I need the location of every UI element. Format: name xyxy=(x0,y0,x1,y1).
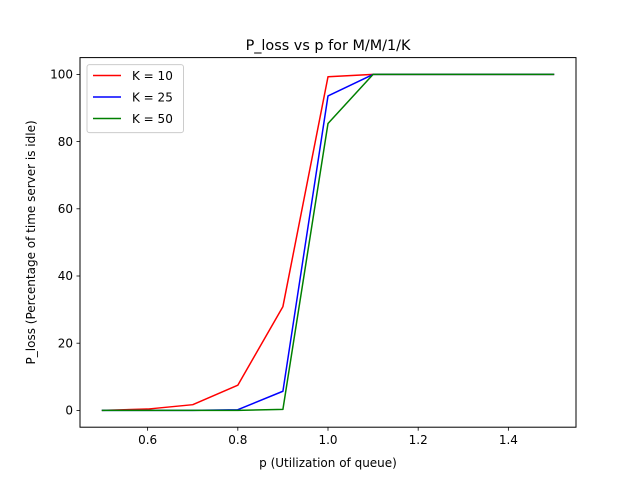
x-axis-label: p (Utilization of queue) xyxy=(259,456,397,470)
x-tick-label: 1.0 xyxy=(318,433,337,447)
x-tick-label: 1.2 xyxy=(409,433,428,447)
y-tick-label: 40 xyxy=(58,269,73,283)
series-line-3 xyxy=(101,73,555,412)
series-lines xyxy=(101,73,555,412)
y-tick-label: 100 xyxy=(50,68,73,82)
y-tick-label: 60 xyxy=(58,202,73,216)
x-tick-label: 0.8 xyxy=(228,433,247,447)
legend-label: K = 10 xyxy=(132,69,173,83)
y-axis-label: P_loss (Percentage of time server is idl… xyxy=(24,120,38,364)
x-tick-label: 0.6 xyxy=(138,433,157,447)
y-axis-ticks: 0 20 40 60 80 100 xyxy=(50,68,80,418)
y-tick-label: 80 xyxy=(58,135,73,149)
y-tick-label: 20 xyxy=(58,336,73,350)
legend-label: K = 25 xyxy=(132,91,173,105)
legend-label: K = 50 xyxy=(132,112,173,126)
y-tick-label: 0 xyxy=(65,404,73,418)
legend: K = 10 K = 25 K = 50 xyxy=(86,64,184,134)
legend-entries: K = 10 K = 25 K = 50 xyxy=(93,69,173,126)
legend-box xyxy=(86,64,184,134)
x-axis-ticks: 0.6 0.8 1.0 1.2 1.4 xyxy=(138,427,518,447)
chart-title: P_loss vs p for M/M/1/K xyxy=(246,38,411,54)
x-tick-label: 1.4 xyxy=(499,433,518,447)
